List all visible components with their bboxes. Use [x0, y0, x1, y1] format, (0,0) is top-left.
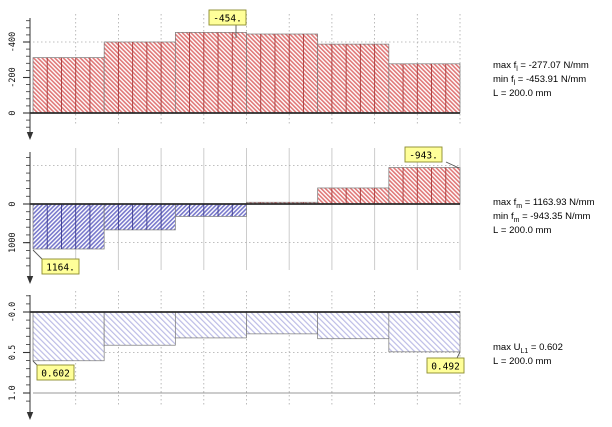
segment-fill: [246, 33, 319, 114]
stat-text: = -943.35 N/mm: [519, 211, 591, 222]
stat-line: L = 200.0 mm: [493, 355, 563, 369]
y-tick-label: -200: [8, 67, 18, 87]
segment-fill: [103, 203, 176, 231]
y-tick-label: 0: [8, 110, 18, 115]
stat-subscript: l: [513, 79, 516, 87]
segment-fill: [174, 32, 247, 114]
value-label: 0.602: [32, 360, 75, 381]
step-area: [32, 311, 461, 362]
value-label-text: 1164.: [46, 263, 75, 274]
value-label: 0.492: [426, 351, 465, 374]
axis-arrow-icon: [26, 132, 34, 140]
segment-fill: [174, 203, 247, 217]
stat-line: L = 200.0 mm: [493, 87, 589, 101]
leader-line: [445, 161, 460, 169]
stat-subscript: L1: [520, 347, 529, 355]
y-tick-label: 0: [8, 201, 18, 206]
stat-text: L: [493, 225, 499, 236]
stat-text: L: [493, 88, 499, 99]
segment-fill: [388, 63, 461, 114]
segment-fill: [174, 311, 247, 339]
leader-line: [32, 360, 38, 366]
stat-line: max fl = -277.07 N/mm: [493, 59, 589, 73]
stat-line: min fl = -453.91 N/mm: [493, 73, 589, 87]
stat-line: L = 200.0 mm: [493, 224, 595, 238]
value-label-box: [208, 9, 247, 26]
stat-text: = 0.602: [528, 342, 563, 353]
stat-text: = 1163.93 N/mm: [522, 197, 595, 208]
y-tick-label: 1.0: [8, 385, 18, 400]
chart-fm-distribution: 0 1000 -943. 1164.: [8, 146, 461, 284]
segment-fill: [317, 187, 390, 205]
value-label-text: 0.492: [431, 362, 460, 373]
y-tick-label: -0.0: [8, 302, 18, 322]
y-axis: -0.0 0.5 1.0: [8, 295, 34, 420]
axis-arrow-icon: [26, 276, 34, 284]
stat-subscript: m: [516, 202, 523, 210]
value-label: 1164.: [32, 249, 80, 275]
chart-fl-distribution: -400 -200 0 -454.: [8, 9, 461, 140]
leader-line: [32, 249, 43, 260]
y-axis: -400 -200 0: [8, 18, 34, 140]
stat-line: min fm = -943.35 N/mm: [493, 210, 595, 224]
y-tick-label: -400: [8, 32, 18, 52]
y-tick-label: 0.5: [8, 345, 18, 360]
segment-fill: [317, 311, 390, 340]
y-axis: 0 1000: [8, 152, 34, 284]
stats-block-ul1: max UL1 = 0.602 L = 200.0 mm: [493, 341, 563, 369]
stats-block-fl: max fl = -277.07 N/mm min fl = -453.91 N…: [493, 59, 589, 101]
stat-text: min f: [493, 211, 514, 222]
segment-fill: [32, 311, 105, 362]
value-label-text: -943.: [409, 151, 438, 162]
stat-line: max UL1 = 0.602: [493, 341, 563, 355]
stat-subscript: l: [516, 65, 518, 73]
axis-arrow-icon: [26, 412, 34, 420]
value-label-box: [36, 364, 75, 381]
step-area: [32, 32, 461, 114]
stat-subscript: m: [513, 216, 520, 224]
value-label: -943.: [404, 146, 460, 169]
stat-text: max f: [493, 197, 517, 208]
stat-text: min f: [493, 74, 514, 85]
value-label-text: 0.602: [41, 369, 70, 380]
value-label: -454.: [208, 9, 247, 38]
value-label-box: [426, 357, 465, 374]
segment-fill: [103, 311, 176, 346]
stat-text: = 200.0 mm: [498, 356, 552, 367]
chart-ul1-utilisation: -0.0 0.5 1.0 0.602 0.492: [8, 291, 465, 420]
segment-fill: [388, 311, 461, 353]
stats-block-fm: max fm = 1163.93 N/mm min fm = -943.35 N…: [493, 196, 595, 238]
leader-line: [456, 351, 461, 359]
stat-text: L: [493, 356, 499, 367]
stat-line: max fm = 1163.93 N/mm: [493, 196, 595, 210]
segment-fill: [246, 311, 319, 335]
value-label-box: [404, 146, 443, 163]
segment-fill: [32, 203, 105, 250]
value-label-text: -454.: [213, 14, 242, 25]
stat-text: max U: [493, 342, 521, 353]
stat-text: max f: [493, 60, 517, 71]
segment-fill: [32, 57, 105, 114]
stat-text: = 200.0 mm: [498, 88, 552, 99]
stat-text: = -277.07 N/mm: [517, 60, 589, 71]
stat-text: = 200.0 mm: [498, 225, 552, 236]
segment-fill: [317, 43, 390, 114]
segment-fill: [388, 167, 461, 205]
y-tick-label: 1000: [8, 232, 18, 252]
segment-fill: [103, 41, 176, 114]
stat-text: = -453.91 N/mm: [515, 74, 587, 85]
value-label-box: [41, 258, 80, 275]
